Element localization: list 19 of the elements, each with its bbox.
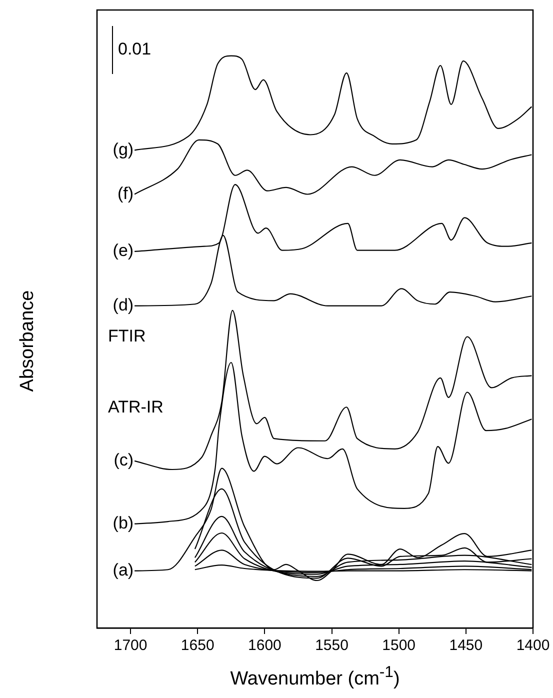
annotation: 0.01 [118, 40, 152, 59]
x-tick-label: 1650 [180, 637, 214, 654]
x-axis-title: Wavenumber (cm$^{-1}$) [229, 664, 401, 690]
annotation: FTIR [108, 326, 146, 346]
x-tick-label: 1700 [114, 637, 148, 654]
annotation: ATR-IR [108, 398, 164, 417]
x-tick-label: 1550 [315, 637, 348, 654]
x-tick-label: 1450 [449, 637, 483, 654]
series-label: (d) [112, 296, 134, 315]
y-axis-title: Absorbance [17, 289, 39, 394]
series-label: (c) [114, 450, 134, 470]
series-label: (b) [112, 514, 134, 533]
x-tick-label: 1500 [382, 637, 416, 654]
x-tick-label: 1400 [516, 637, 550, 654]
series-label: (f) [118, 184, 134, 203]
series-label: (a) [112, 560, 134, 580]
x-tick-label: 1600 [248, 637, 282, 654]
series-label: (e) [112, 241, 134, 260]
series-label: (g) [112, 140, 134, 159]
